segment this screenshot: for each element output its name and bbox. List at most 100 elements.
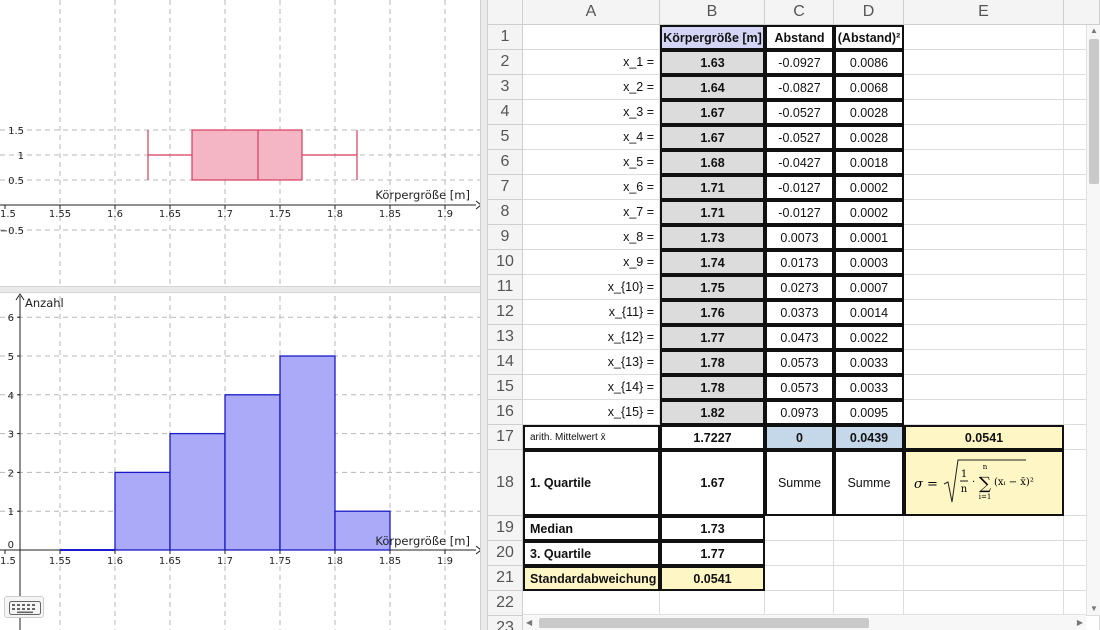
distance-cell[interactable]: 0.0473: [765, 325, 834, 350]
grid-cell[interactable]: [904, 350, 1064, 375]
distance-squared-cell[interactable]: 0.0022: [834, 325, 904, 350]
distance-squared-cell[interactable]: 0.0028: [834, 100, 904, 125]
quartile1-value-cell[interactable]: 1.67: [660, 450, 765, 516]
row-header-23[interactable]: 23: [488, 616, 523, 630]
distance-cell[interactable]: 0.0273: [765, 275, 834, 300]
histogram-bar[interactable]: [224, 394, 281, 551]
distance-cell[interactable]: 0.0573: [765, 350, 834, 375]
header-abstand-squared[interactable]: (Abstand)²: [834, 25, 904, 50]
grid-cell[interactable]: [904, 541, 1064, 566]
data-value-cell[interactable]: 1.67: [660, 100, 765, 125]
std-label-cell[interactable]: Standardabweichung: [523, 566, 660, 591]
row-header-8[interactable]: 8: [488, 200, 523, 225]
data-label-cell[interactable]: x_3 =: [523, 100, 660, 125]
row-header-22[interactable]: 22: [488, 591, 523, 616]
column-header-c[interactable]: C: [765, 0, 834, 25]
scroll-down-icon[interactable]: ▼: [1090, 604, 1098, 613]
distance-cell[interactable]: -0.0527: [765, 125, 834, 150]
distance-squared-cell[interactable]: 0.0002: [834, 200, 904, 225]
grid-cell[interactable]: [765, 516, 834, 541]
data-value-cell[interactable]: 1.76: [660, 300, 765, 325]
data-label-cell[interactable]: x_7 =: [523, 200, 660, 225]
median-label-cell[interactable]: Median: [523, 516, 660, 541]
grid-cell[interactable]: [904, 150, 1064, 175]
grid-cell[interactable]: [660, 591, 765, 616]
horizontal-scrollbar[interactable]: ◀ ▶: [523, 614, 1086, 630]
distance-squared-cell[interactable]: 0.0003: [834, 250, 904, 275]
distance-cell[interactable]: -0.0827: [765, 75, 834, 100]
row-header-21[interactable]: 21: [488, 566, 523, 591]
boxplot-box[interactable]: [191, 129, 303, 181]
distance-squared-cell[interactable]: 0.0018: [834, 150, 904, 175]
data-label-cell[interactable]: x_8 =: [523, 225, 660, 250]
data-value-cell[interactable]: 1.75: [660, 275, 765, 300]
data-value-cell[interactable]: 1.67: [660, 125, 765, 150]
grid-cell[interactable]: [904, 591, 1064, 616]
data-value-cell[interactable]: 1.71: [660, 175, 765, 200]
column-header-d[interactable]: D: [834, 0, 904, 25]
data-value-cell[interactable]: 1.77: [660, 325, 765, 350]
data-value-cell[interactable]: 1.71: [660, 200, 765, 225]
row-header-14[interactable]: 14: [488, 350, 523, 375]
grid-cell[interactable]: [904, 100, 1064, 125]
quartile3-value-cell[interactable]: 1.77: [660, 541, 765, 566]
histogram-chart[interactable]: 1.5 1.55 1.6 1.65 1.7 1.75 1.8 1.85 1.9 6 5 4 3 2 1 0 Kö…: [0, 293, 480, 630]
data-label-cell[interactable]: x_{14} =: [523, 375, 660, 400]
std-deviation-formula-cell[interactable]: σ = 1 n · n ∑ i=1 (xᵢ − x̄)²: [904, 450, 1064, 516]
distance-cell[interactable]: -0.0127: [765, 175, 834, 200]
scroll-right-icon[interactable]: ▶: [1076, 618, 1083, 627]
distance-squared-cell[interactable]: 0.0001: [834, 225, 904, 250]
header-abstand[interactable]: Abstand: [765, 25, 834, 50]
virtual-keyboard-button[interactable]: [4, 596, 44, 618]
grid-cell[interactable]: [904, 375, 1064, 400]
grid-cell[interactable]: [904, 566, 1064, 591]
graphics-split-handle[interactable]: [0, 286, 480, 293]
row-header-20[interactable]: 20: [488, 541, 523, 566]
distance-cell[interactable]: -0.0527: [765, 100, 834, 125]
grid-cell[interactable]: [904, 125, 1064, 150]
row-header-12[interactable]: 12: [488, 300, 523, 325]
row-header-13[interactable]: 13: [488, 325, 523, 350]
distance-squared-cell[interactable]: 0.0033: [834, 350, 904, 375]
distance-squared-cell[interactable]: 0.0028: [834, 125, 904, 150]
median-value-cell[interactable]: 1.73: [660, 516, 765, 541]
data-label-cell[interactable]: x_{12} =: [523, 325, 660, 350]
data-label-cell[interactable]: x_{11} =: [523, 300, 660, 325]
column-header-e[interactable]: E: [904, 0, 1064, 25]
distance-cell[interactable]: 0.0173: [765, 250, 834, 275]
row-header-11[interactable]: 11: [488, 275, 523, 300]
data-label-cell[interactable]: x_4 =: [523, 125, 660, 150]
distance-squared-cell[interactable]: 0.0086: [834, 50, 904, 75]
data-label-cell[interactable]: x_{10} =: [523, 275, 660, 300]
view-split-handle[interactable]: [480, 0, 488, 630]
row-header-3[interactable]: 3: [488, 75, 523, 100]
row-header-18[interactable]: 18: [488, 450, 523, 516]
horizontal-scroll-thumb[interactable]: [539, 618, 869, 628]
grid-cell[interactable]: [834, 591, 904, 616]
std-deviation-result-cell[interactable]: 0.0541: [904, 425, 1064, 450]
quartile3-label-cell[interactable]: 3. Quartile: [523, 541, 660, 566]
distance-squared-cell[interactable]: 0.0095: [834, 400, 904, 425]
data-value-cell[interactable]: 1.78: [660, 350, 765, 375]
grid-cell[interactable]: [523, 591, 660, 616]
data-value-cell[interactable]: 1.82: [660, 400, 765, 425]
data-value-cell[interactable]: 1.78: [660, 375, 765, 400]
distance-cell[interactable]: 0.0973: [765, 400, 834, 425]
data-label-cell[interactable]: x_5 =: [523, 150, 660, 175]
row-header-4[interactable]: 4: [488, 100, 523, 125]
summe-label-d[interactable]: Summe: [834, 450, 904, 516]
histogram-bar[interactable]: [279, 355, 336, 551]
grid-cell[interactable]: [904, 400, 1064, 425]
data-value-cell[interactable]: 1.64: [660, 75, 765, 100]
sum-distance-cell[interactable]: 0: [765, 425, 834, 450]
scroll-up-icon[interactable]: ▲: [1090, 26, 1098, 35]
grid-cell[interactable]: [904, 325, 1064, 350]
histogram-bar[interactable]: [169, 432, 226, 551]
distance-cell[interactable]: 0.0073: [765, 225, 834, 250]
row-header-19[interactable]: 19: [488, 516, 523, 541]
distance-squared-cell[interactable]: 0.0033: [834, 375, 904, 400]
column-header-b[interactable]: B: [660, 0, 765, 25]
grid-cell[interactable]: [523, 25, 660, 50]
grid-cell[interactable]: [765, 591, 834, 616]
sum-squared-cell[interactable]: 0.0439: [834, 425, 904, 450]
